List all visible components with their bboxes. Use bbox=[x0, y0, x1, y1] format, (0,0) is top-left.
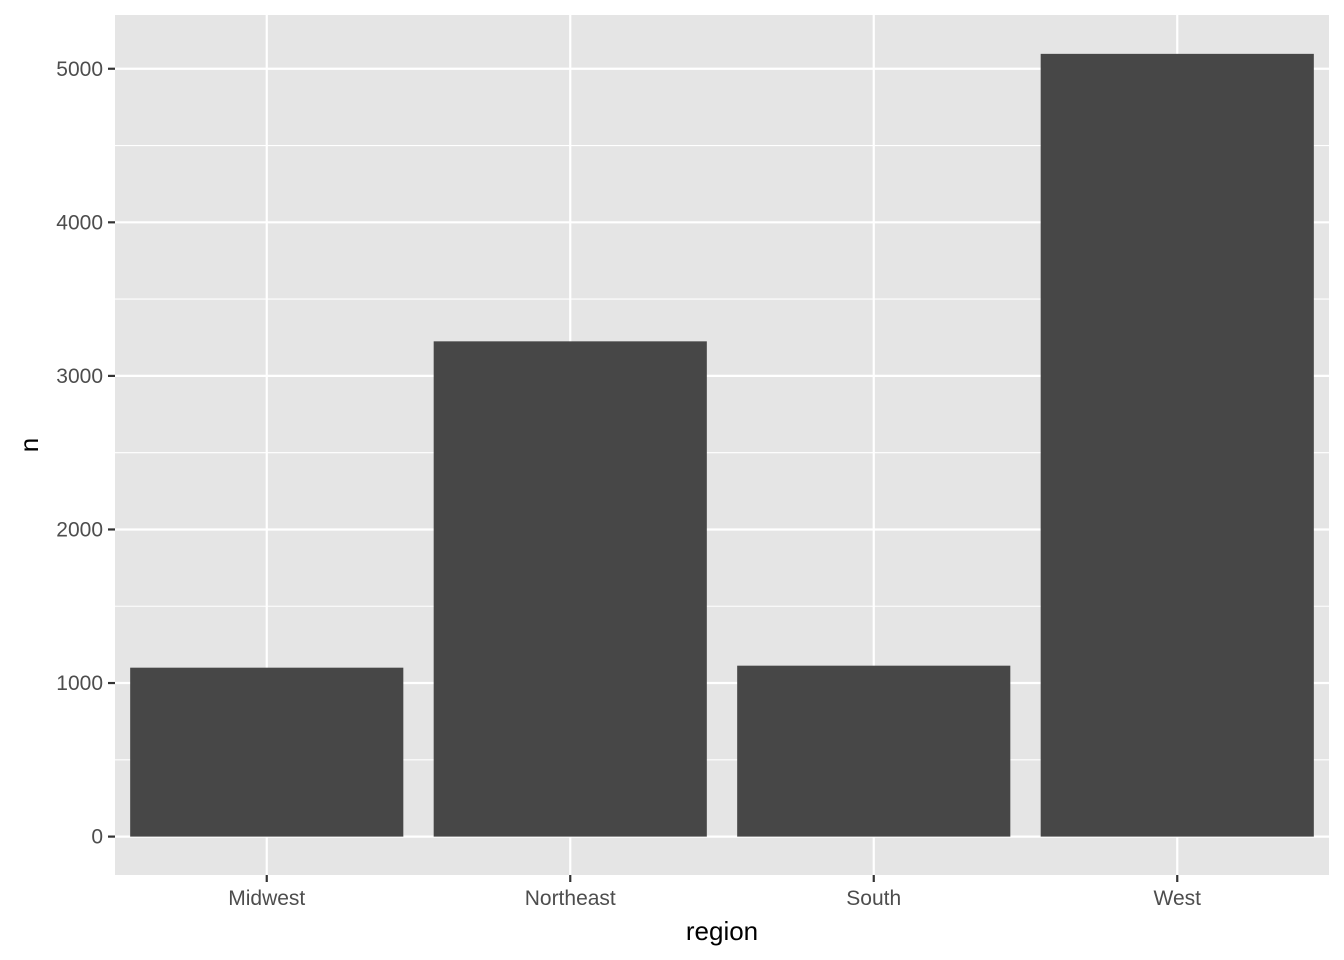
bar-south bbox=[737, 665, 1011, 837]
y-axis-title: n bbox=[14, 438, 44, 452]
y-tick-label: 4000 bbox=[56, 211, 103, 234]
y-tick-label: 0 bbox=[91, 826, 103, 849]
bar-northeast bbox=[433, 341, 707, 837]
x-axis: Midwest Northeast South West bbox=[228, 875, 1201, 910]
y-tick-label: 1000 bbox=[56, 672, 103, 695]
x-tick-label: West bbox=[1154, 887, 1202, 910]
x-tick-label: Midwest bbox=[228, 887, 305, 910]
y-tick-label: 2000 bbox=[56, 518, 103, 541]
y-tick-label: 5000 bbox=[56, 58, 103, 81]
x-axis-title: region bbox=[686, 916, 758, 946]
x-tick-label: South bbox=[846, 887, 901, 910]
y-axis: 0 1000 2000 3000 4000 5000 bbox=[56, 58, 115, 849]
bar-west bbox=[1040, 53, 1314, 837]
y-tick-label: 3000 bbox=[56, 365, 103, 388]
x-tick-label: Northeast bbox=[525, 887, 616, 910]
bars bbox=[130, 53, 1314, 837]
bar-midwest bbox=[130, 667, 404, 837]
